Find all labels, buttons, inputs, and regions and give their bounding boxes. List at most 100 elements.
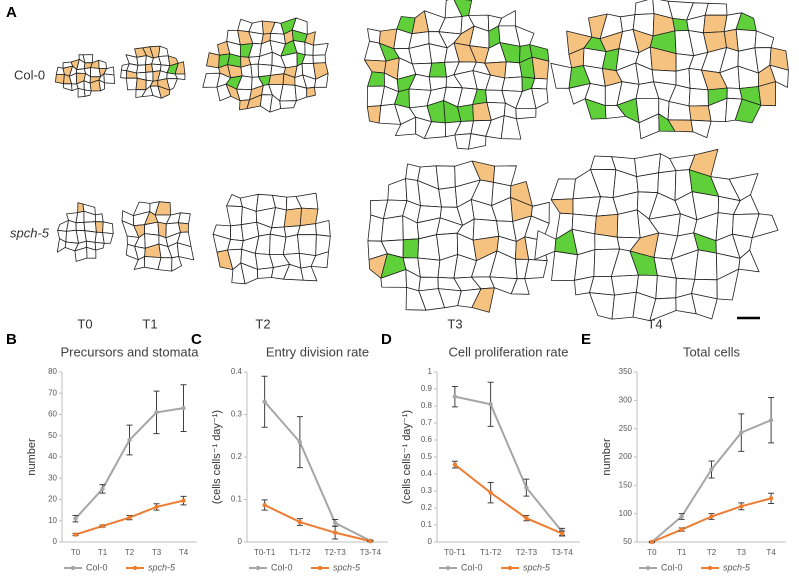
data-point	[452, 394, 458, 399]
data-point	[262, 502, 267, 508]
cell	[531, 56, 550, 80]
cell	[294, 84, 308, 102]
cell	[177, 212, 191, 225]
cell	[367, 71, 385, 87]
cell	[55, 74, 65, 85]
panel-letter: B	[6, 331, 17, 348]
panel-letter: D	[381, 331, 392, 348]
legend-label: spch-5	[723, 562, 751, 572]
y-tick-label: 0.7	[421, 418, 433, 427]
data-point	[154, 410, 159, 415]
cell	[95, 221, 104, 234]
data-point	[488, 490, 493, 495]
legend-marker	[317, 565, 323, 571]
cell	[297, 234, 317, 257]
data-point	[679, 527, 684, 532]
row-label: spch-5	[10, 225, 50, 240]
series-line	[651, 419, 772, 543]
cell	[655, 275, 677, 300]
legend-marker	[707, 565, 713, 571]
cell	[758, 81, 776, 107]
legend-marker	[132, 565, 138, 571]
timepoint-label: T0	[77, 316, 92, 331]
legend-label: spch-5	[523, 562, 551, 572]
x-tick-label: T1	[677, 548, 687, 557]
data-point	[768, 496, 774, 501]
cell	[279, 100, 297, 109]
cell	[227, 238, 244, 251]
x-tick-label: T0	[647, 548, 657, 557]
cell	[157, 257, 173, 272]
x-tick-label: T3	[737, 548, 747, 557]
cell	[102, 232, 114, 244]
cell	[688, 87, 709, 107]
cell	[367, 214, 384, 242]
data-point	[154, 504, 159, 510]
cell	[226, 205, 243, 227]
cell	[531, 77, 548, 90]
cell	[282, 234, 300, 255]
cell	[550, 62, 572, 89]
y-tick-label: 80	[48, 367, 57, 376]
cell	[703, 14, 728, 34]
legend-marker	[70, 565, 76, 571]
cell	[257, 267, 274, 279]
y-axis-label: number	[26, 438, 38, 476]
y-tick-label: 0	[53, 537, 58, 546]
y-tick-label: 70	[48, 388, 57, 397]
cell	[174, 73, 186, 80]
cell	[364, 59, 387, 74]
x-tick-label: T3-T4	[551, 548, 573, 557]
data-point	[332, 530, 338, 535]
cell-tracings	[55, 0, 789, 322]
timepoint-label: T2	[255, 316, 270, 331]
cell	[435, 165, 456, 190]
cell	[438, 186, 458, 208]
cell	[428, 61, 447, 78]
y-tick-label: 0.2	[421, 503, 433, 512]
data-point	[524, 485, 529, 490]
y-tick-label: 300	[619, 395, 633, 404]
data-point	[100, 523, 105, 529]
panel-letter: C	[191, 331, 202, 348]
cell	[145, 71, 154, 82]
data-point	[297, 519, 303, 525]
cell	[315, 220, 331, 237]
legend-marker	[255, 565, 261, 571]
panel-letter: E	[581, 331, 591, 348]
cell	[75, 221, 86, 232]
x-tick-label: T2	[707, 548, 717, 557]
y-axis-label: (cells cells⁻¹ day⁻¹)	[211, 410, 223, 504]
x-tick-label: T1-T2	[289, 548, 311, 557]
timepoint-label: T3	[447, 316, 462, 331]
cell	[166, 78, 178, 91]
cell	[468, 133, 487, 150]
x-tick-label: T1	[98, 548, 108, 557]
x-tick-label: T3-T4	[360, 548, 382, 557]
cell	[550, 198, 574, 215]
cell	[738, 249, 760, 273]
legend-label: Col-0	[661, 562, 683, 572]
cell	[126, 77, 138, 91]
y-tick-label: 30	[48, 473, 57, 482]
cell	[636, 172, 659, 194]
y-tick-label: 0.8	[421, 401, 433, 410]
cell	[551, 250, 578, 282]
data-point	[127, 437, 132, 443]
y-tick-label: 40	[48, 452, 57, 461]
cell	[572, 196, 601, 217]
cell	[94, 241, 105, 251]
cell	[754, 30, 775, 49]
y-tick-label: 0.3	[421, 486, 433, 495]
cell	[206, 52, 220, 69]
cell	[515, 108, 537, 120]
cell	[103, 73, 115, 84]
cell	[310, 251, 329, 269]
row-label: Col-0	[14, 67, 45, 82]
cell	[582, 47, 607, 69]
y-tick-label: 0.2	[231, 452, 243, 461]
cell	[531, 87, 549, 109]
cell	[177, 222, 189, 233]
cell	[312, 43, 329, 56]
